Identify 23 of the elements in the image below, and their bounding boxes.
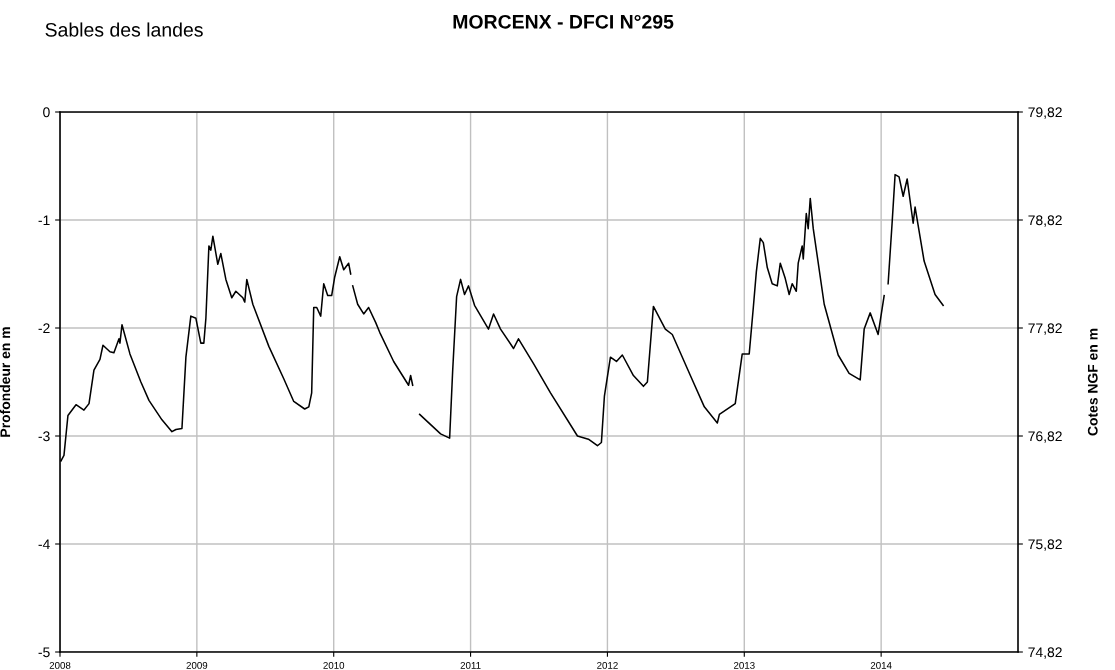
y2-tick-label: 79,82 [1028, 107, 1062, 119]
y-axis-title: Profondeur en m [0, 327, 11, 437]
y2-tick-label: 77,82 [1028, 323, 1062, 335]
y2-tick-label: 74,82 [1028, 647, 1062, 659]
y2-tick-label: 78,82 [1028, 215, 1062, 227]
chart-title: MORCENX - DFCI N°295 [453, 14, 674, 29]
y2-tick-label: 75,82 [1028, 539, 1062, 551]
text: Sables des landes [45, 22, 203, 37]
y-tick-label: -1 [38, 215, 50, 226]
y-tick-label: -4 [38, 539, 50, 550]
y-tick-label: -2 [38, 323, 50, 334]
y-tick-label: -3 [38, 431, 50, 442]
x-tick-label: 2013 [733, 661, 755, 669]
y2-axis-title: Cotes NGF en m [1087, 328, 1098, 436]
x-tick-label: 2009 [186, 661, 208, 669]
y2-tick-label: 76,82 [1028, 431, 1062, 443]
x-tick-label: 2014 [870, 661, 892, 669]
y-tick-label: 0 [43, 107, 50, 118]
x-tick-label: 2010 [323, 661, 345, 669]
x-tick-label: 2011 [460, 661, 481, 669]
y-tick-label: -5 [38, 647, 50, 658]
x-tick-label: 2012 [597, 661, 618, 669]
x-tick-label: 2008 [49, 661, 71, 669]
